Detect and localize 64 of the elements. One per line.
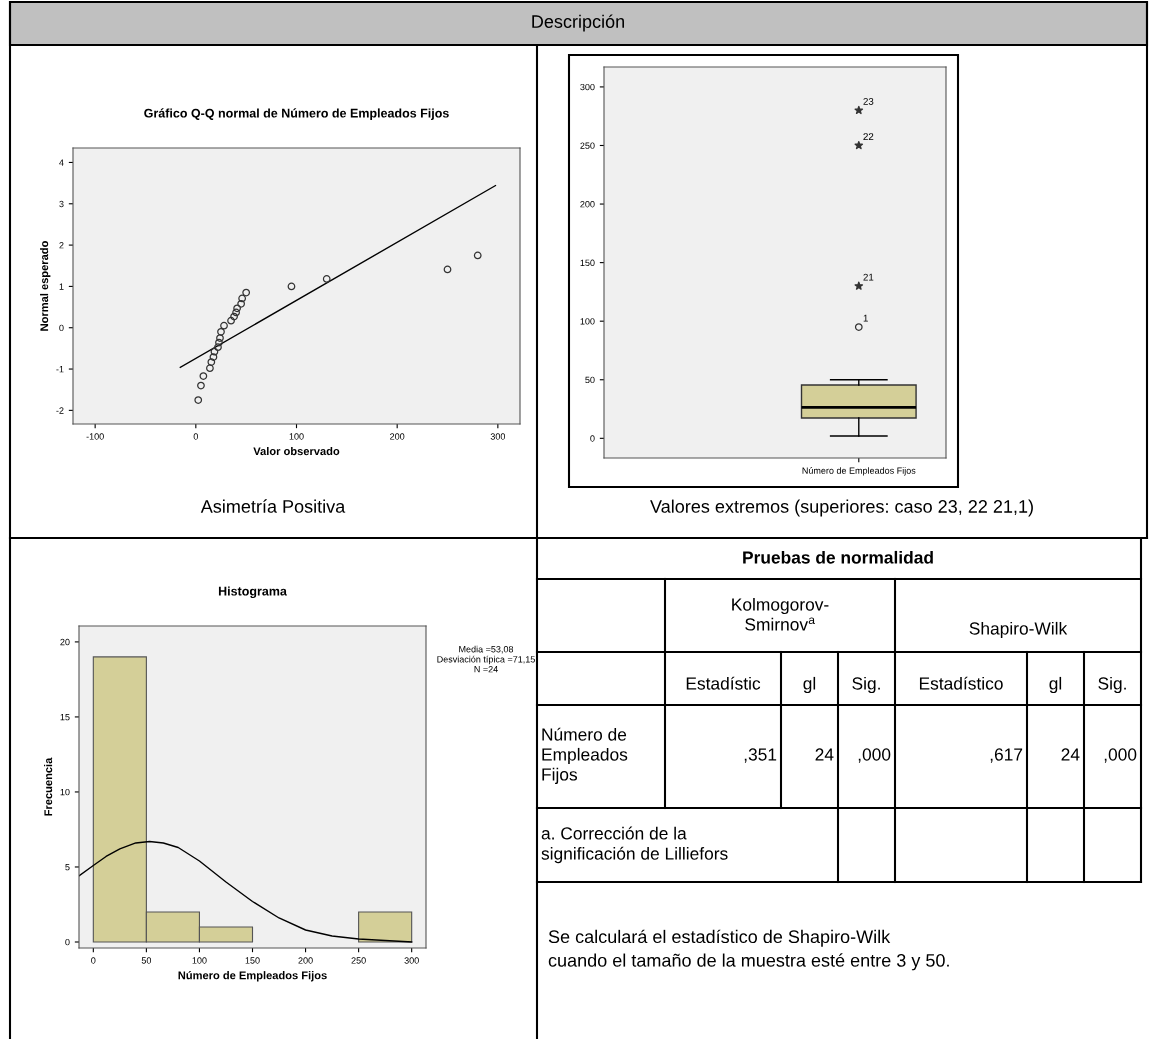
y-tick-label: 1: [59, 283, 64, 290]
text: a. Corrección de la significación de Lilliefors: [541, 826, 728, 864]
y-tick-label: 50: [585, 376, 595, 384]
y-tick-label: -1: [56, 366, 64, 373]
text: Estadístic: [686, 676, 761, 690]
y-tick-label: 2: [59, 242, 64, 249]
annotation: 22: [863, 133, 874, 140]
x-tick-label: 50: [141, 957, 152, 964]
y-tick-label: 5: [65, 864, 70, 871]
y-tick-label: 100: [580, 318, 595, 325]
y-tick-label: 300: [580, 83, 595, 91]
text: ,000: [1104, 748, 1137, 763]
text: Descripción: [532, 14, 624, 32]
y-tick-label: 15: [60, 713, 70, 721]
text: Se calculará el estadístico de Shapiro-Wilk cuando el tamaño de la muestra esté entre 3 y 50.: [548, 929, 949, 971]
y-tick-label: 0: [59, 324, 64, 332]
text: Asimetría Positiva: [200, 499, 346, 513]
y-tick-label: 0: [65, 938, 70, 946]
x-tick-label: 0: [193, 433, 198, 440]
text: Shapiro-Wilk: [969, 621, 1068, 639]
y-axis-title: Normal esperado: [40, 241, 51, 331]
x-tick-label: 200: [390, 433, 405, 440]
text: N =24: [474, 666, 498, 673]
annotation: 21: [863, 273, 874, 281]
y-tick-label: 150: [580, 259, 595, 266]
y-tick-label: 3: [59, 200, 64, 208]
y-axis-title: Frecuencia: [44, 757, 53, 816]
text: Sig.: [1098, 676, 1126, 694]
y-tick-label: 200: [580, 201, 595, 208]
annotation: 1: [863, 314, 868, 322]
annotation: 23: [863, 98, 874, 105]
text: Número de Empleados Fijos: [542, 727, 628, 785]
x-tick-label: -100: [86, 433, 104, 440]
text: Desviación típica =71,15: [437, 655, 535, 665]
y-tick-label: 4: [59, 159, 64, 166]
text: Pruebas de normalidad: [743, 550, 933, 564]
x-tick-label: 250: [351, 957, 366, 964]
chart-title: Gráfico Q-Q normal de Número de Empleados Fijos: [144, 108, 449, 121]
text: 24: [815, 748, 834, 761]
chart-title: Histograma: [218, 586, 287, 599]
text: Media =53,08: [459, 645, 514, 654]
text: ,351: [744, 748, 777, 763]
text: gl: [1049, 676, 1062, 694]
x-tick-label: 100: [192, 957, 207, 964]
text: Kolmogorov- Smirnov$^{a}$: [732, 597, 829, 631]
x-tick-label: 200: [298, 957, 313, 964]
text: gl: [803, 676, 816, 694]
x-tick-label: 300: [490, 433, 506, 440]
x-tick-label: 300: [404, 957, 419, 964]
y-tick-label: 10: [60, 788, 70, 796]
text: 24: [1061, 748, 1080, 761]
y-tick-label: 20: [60, 638, 70, 646]
text: Estadístico: [919, 676, 1003, 690]
x-axis-title: Número de Empleados Fijos: [178, 971, 327, 982]
text: ,000: [858, 748, 891, 763]
y-tick-label: 250: [580, 142, 595, 149]
text: Valores extremos (superiores: caso 23, 22 21,1): [650, 499, 1033, 517]
y-tick-label: -2: [56, 407, 64, 414]
text: Sig.: [852, 676, 880, 694]
x-tick-label: 150: [245, 957, 260, 964]
x-tick-label: 0: [91, 957, 96, 964]
text: ,617: [990, 748, 1023, 763]
x-axis-title: Valor observado: [253, 447, 340, 456]
x-tick-label: 100: [289, 433, 304, 440]
